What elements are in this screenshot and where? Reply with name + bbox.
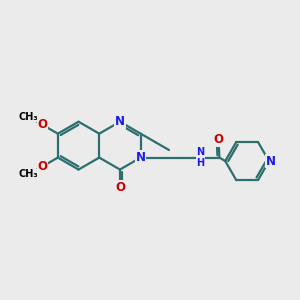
Text: O: O bbox=[38, 160, 48, 173]
Text: O: O bbox=[214, 133, 224, 146]
Text: N: N bbox=[266, 154, 275, 168]
Text: N: N bbox=[136, 151, 146, 164]
Text: CH₃: CH₃ bbox=[19, 169, 39, 179]
Text: CH₃: CH₃ bbox=[19, 112, 39, 122]
Text: O: O bbox=[115, 181, 125, 194]
Text: O: O bbox=[38, 118, 48, 131]
Text: N: N bbox=[115, 115, 125, 128]
Text: N
H: N H bbox=[196, 147, 205, 168]
